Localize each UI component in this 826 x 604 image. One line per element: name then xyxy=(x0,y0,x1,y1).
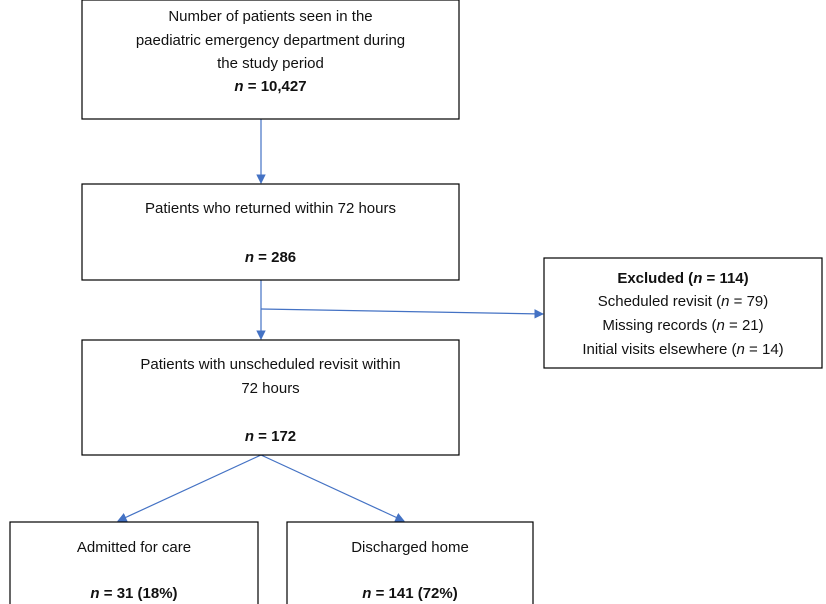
excluded-reason: Missing records (n = 21) xyxy=(602,317,763,334)
box xyxy=(81,183,460,281)
box-text: Number of patients seen in the xyxy=(168,8,372,25)
excluded-title: Excluded (n = 114) xyxy=(617,270,748,287)
box xyxy=(286,521,534,604)
arrow xyxy=(260,454,405,522)
arrow xyxy=(117,454,262,522)
box-text: Patients with unscheduled revisit within xyxy=(140,356,400,373)
box-text: Admitted for care xyxy=(77,539,191,556)
excluded-reason: Scheduled revisit (n = 79) xyxy=(598,293,769,310)
box xyxy=(81,339,460,456)
box-text: Patients who returned within 72 hours xyxy=(145,200,396,217)
box-text: Discharged home xyxy=(351,539,469,556)
box-count: n = 10,427 xyxy=(234,78,306,95)
arrow xyxy=(260,308,544,319)
excluded-reason: Initial visits elsewhere (n = 14) xyxy=(582,341,783,358)
box-count: n = 141 (72%) xyxy=(362,585,457,602)
box-text: the study period xyxy=(217,55,324,72)
box xyxy=(81,0,460,120)
box-count: n = 172 xyxy=(245,428,296,445)
box-text: paediatric emergency department during xyxy=(136,32,405,49)
box-text: 72 hours xyxy=(241,380,299,397)
excluded-box xyxy=(543,257,823,369)
box-count: n = 286 xyxy=(245,249,296,266)
box xyxy=(9,521,259,604)
box-count: n = 31 (18%) xyxy=(90,585,177,602)
